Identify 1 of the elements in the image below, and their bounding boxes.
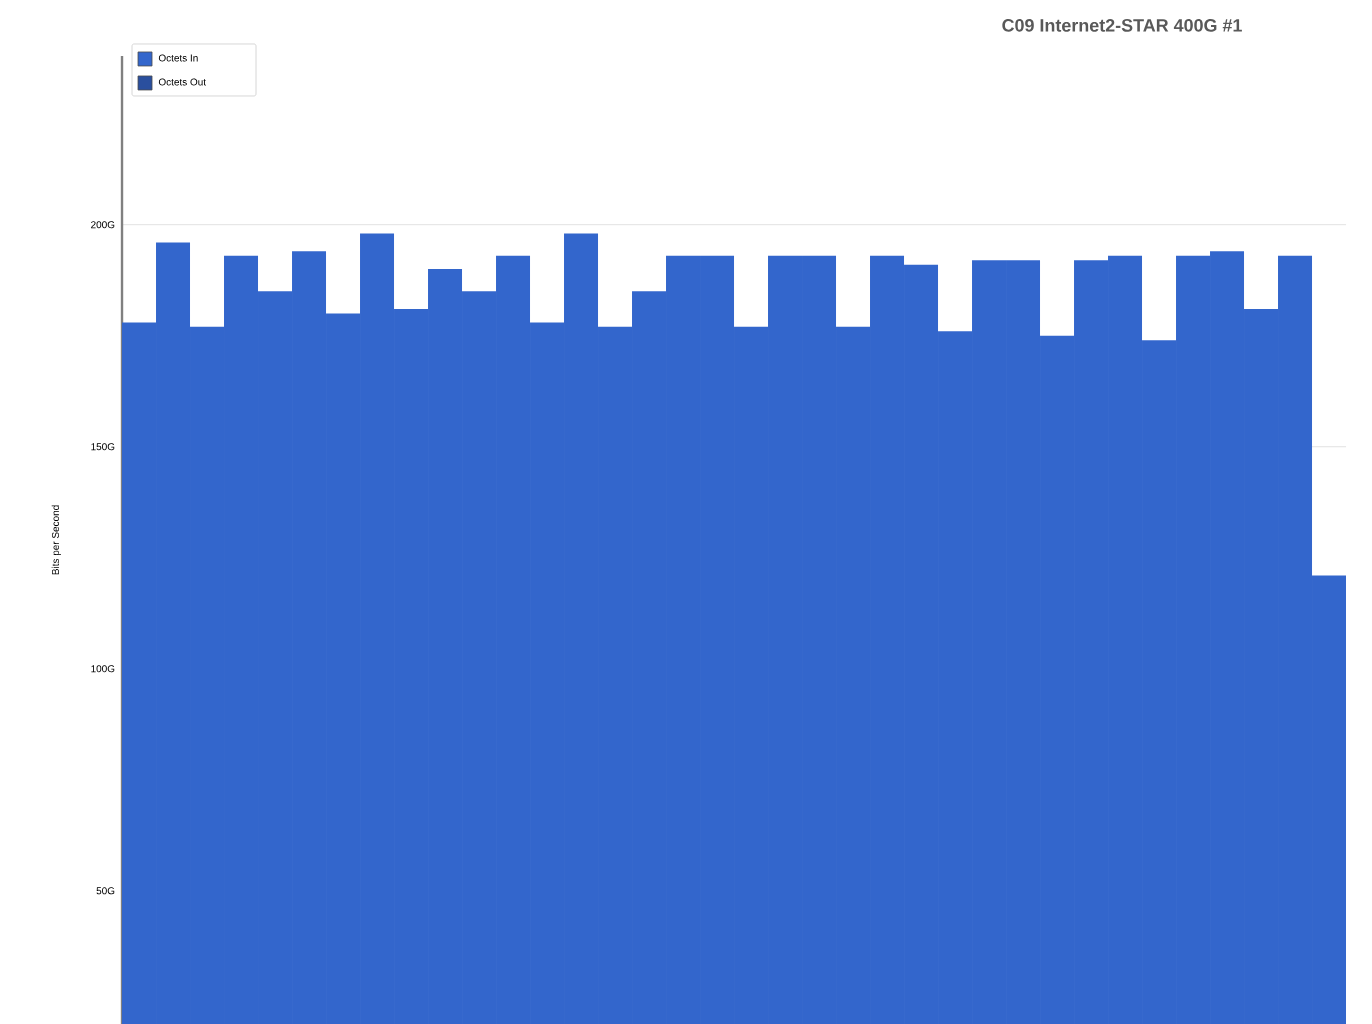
chart-title: C09 Internet2-STAR 400G #1: [1002, 19, 1242, 32]
